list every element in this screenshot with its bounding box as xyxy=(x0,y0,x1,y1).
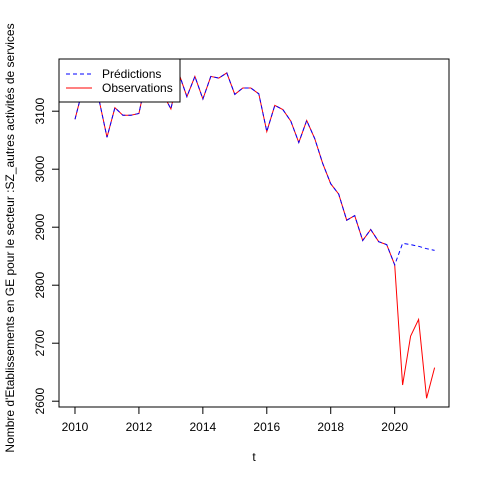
x-tick-label: 2016 xyxy=(253,420,280,434)
legend-label-predictions: Prédictions xyxy=(102,67,161,81)
y-tick-label: 3100 xyxy=(33,98,47,125)
y-tick-label: 2600 xyxy=(33,388,47,415)
x-tick-label: 2014 xyxy=(190,420,217,434)
x-tick-label: 2020 xyxy=(381,420,408,434)
y-tick-label: 3000 xyxy=(33,156,47,183)
legend-box xyxy=(58,58,181,103)
legend-label-observations: Observations xyxy=(102,81,173,95)
y-tick-label: 2900 xyxy=(33,214,47,241)
x-axis-title: t xyxy=(252,450,256,464)
x-tick-label: 2010 xyxy=(62,420,89,434)
x-tick-label: 2012 xyxy=(126,420,153,434)
y-tick-label: 2800 xyxy=(33,272,47,299)
y-axis: 2600 2700 2800 2900 3000 3100 xyxy=(33,98,60,415)
y-tick-label: 2700 xyxy=(33,330,47,357)
series-layer xyxy=(74,71,436,399)
series-line-predictions xyxy=(74,71,435,267)
x-axis: 2010 2012 2014 2016 2018 2020 xyxy=(62,406,408,434)
y-axis-title: Nombre d'Etablissements en GE pour le se… xyxy=(3,23,17,452)
x-tick-label: 2018 xyxy=(317,420,344,434)
